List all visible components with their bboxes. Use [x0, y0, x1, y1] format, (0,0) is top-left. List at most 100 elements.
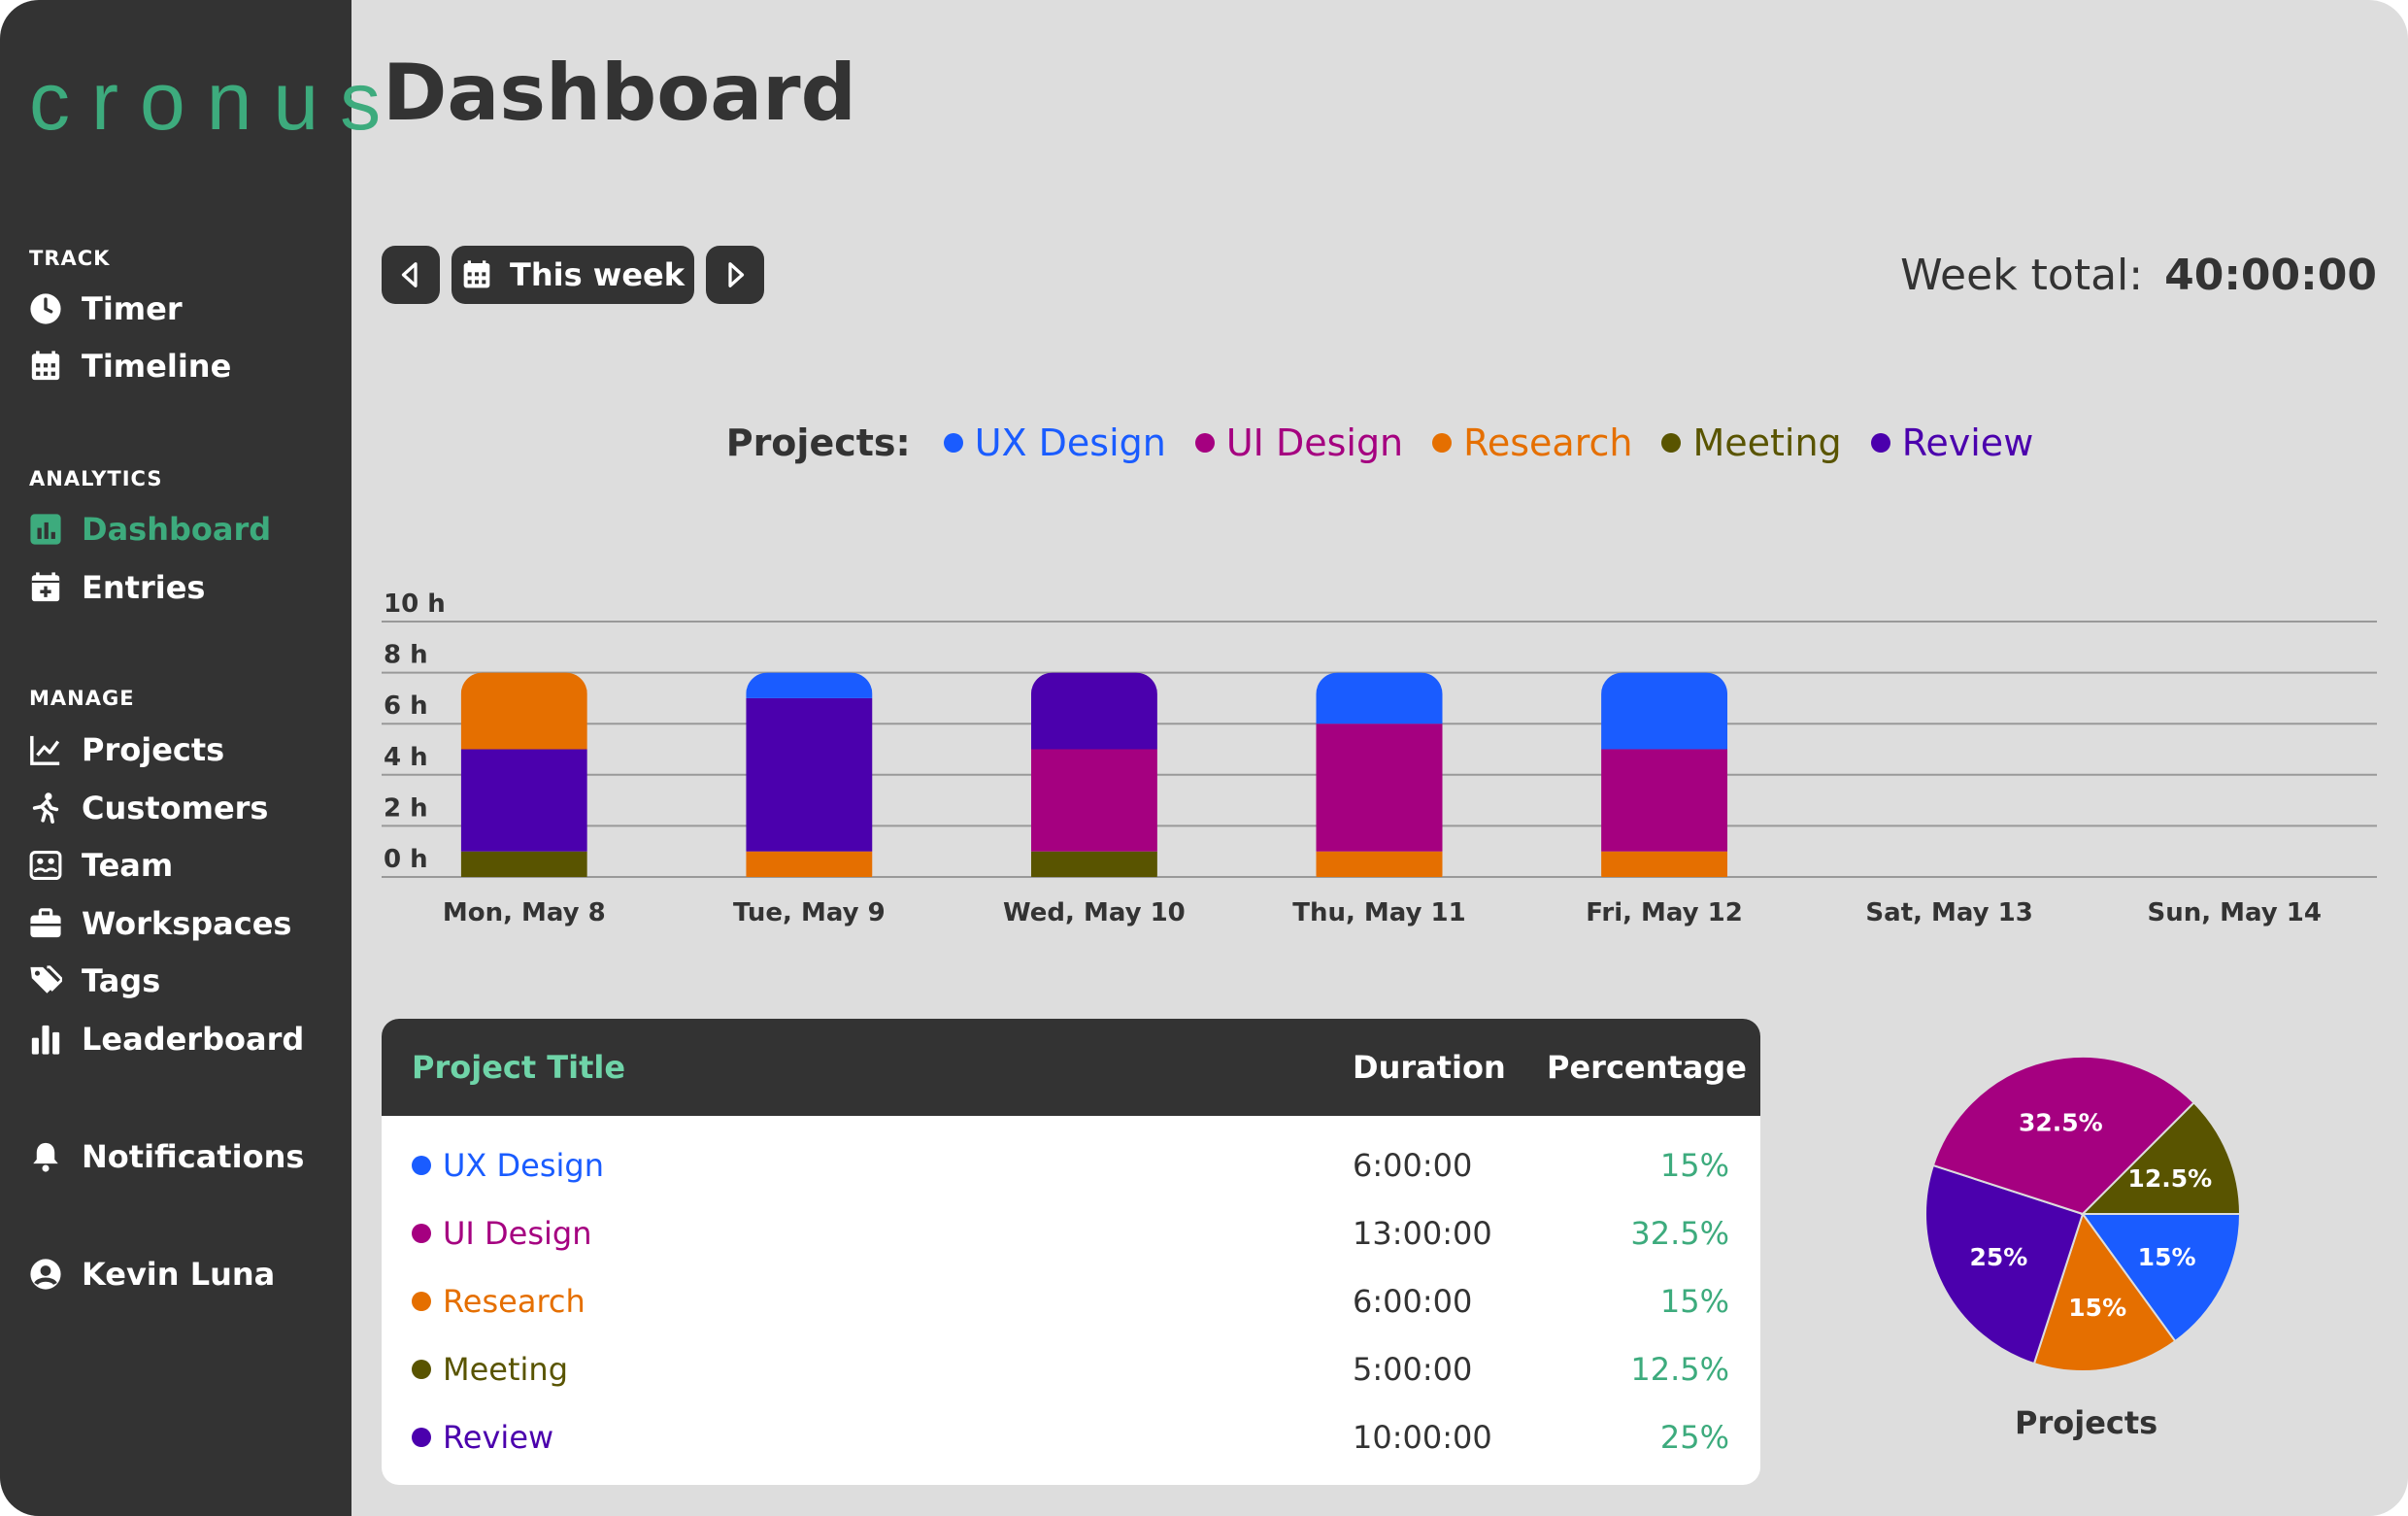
project-cell: Meeting	[382, 1351, 1353, 1388]
sidebar-item-projects[interactable]: Projects	[29, 728, 330, 771]
calendar-icon	[463, 260, 490, 288]
percentage-cell: 32.5%	[1630, 1215, 1729, 1252]
sidebar-item-label: Team	[82, 847, 174, 884]
x-tick-label: Thu, May 11	[1292, 898, 1465, 927]
table-row[interactable]: UI Design 13:00:00 32.5%	[382, 1199, 1760, 1267]
legend-text: Review	[1901, 421, 2034, 464]
pie-slice	[2032, 1211, 2177, 1372]
bar-segment	[460, 672, 587, 750]
week-picker-button[interactable]: This week	[452, 246, 694, 304]
legend-text: Meeting	[1692, 421, 1842, 464]
legend-text: UI Design	[1225, 421, 1404, 464]
prev-week-button[interactable]	[382, 246, 440, 304]
bar-segment	[1316, 672, 1443, 724]
legend-text: UX Design	[974, 421, 1166, 464]
table-body: UX Design 6:00:00 15% UI Design 13:00:00…	[382, 1116, 1760, 1471]
project-cell: Review	[382, 1419, 1353, 1456]
project-name: Research	[443, 1283, 585, 1320]
bar-segment	[746, 697, 873, 852]
stacked-bar-chart: 0 h 2 h 4 h 6 h 8 h 10 h Mon, May 8 Tue, May 9 W…	[382, 590, 2377, 927]
project-dot	[412, 1224, 431, 1243]
table-row[interactable]: Research 6:00:00 15%	[382, 1267, 1760, 1335]
team-icon	[29, 849, 62, 882]
table-header: Project Title Duration Percentage	[382, 1019, 1760, 1116]
pie-slice-label: 32.5%	[2019, 1108, 2103, 1136]
bell-icon	[29, 1140, 62, 1173]
col-project-title[interactable]: Project Title	[412, 1049, 626, 1086]
week-total: Week total: 40:00:00	[1900, 245, 2377, 305]
week-total-label: Week total:	[1900, 250, 2144, 300]
logo[interactable]: cronus	[29, 55, 403, 147]
percentage-cell: 12.5%	[1630, 1351, 1729, 1388]
project-dot	[412, 1428, 431, 1447]
col-percentage[interactable]: Percentage	[1547, 1049, 1747, 1086]
bar-segment	[1316, 724, 1443, 852]
user-circle-icon	[29, 1258, 62, 1291]
next-week-button[interactable]	[706, 246, 764, 304]
week-total-value: 40:00:00	[2164, 250, 2377, 300]
sidebar-item-tags[interactable]: Tags	[29, 960, 330, 1002]
project-name: UI Design	[443, 1215, 592, 1252]
y-tick-label: 2 h	[384, 793, 428, 823]
x-tick-label: Tue, May 9	[733, 898, 886, 927]
sidebar-item-label: Workspaces	[82, 905, 292, 942]
chart-area: 0 h 2 h 4 h 6 h 8 h 10 h Mon, May 8 Tue, May 9 W…	[382, 590, 2377, 927]
caret-left-icon	[401, 262, 418, 287]
user-name: Kevin Luna	[82, 1256, 276, 1293]
legend-item-review[interactable]: Review	[1870, 421, 2034, 464]
sidebar-item-label: Customers	[82, 790, 269, 826]
pie-chart: 15% 15% 25% 32.5% 12.5%	[1924, 1056, 2242, 1372]
pie-slice-label: 12.5%	[2127, 1164, 2212, 1193]
sidebar-item-timer[interactable]: Timer	[29, 287, 330, 330]
bar-stack	[1030, 672, 1157, 877]
legend-item-research[interactable]: Research	[1432, 421, 1632, 464]
col-duration[interactable]: Duration	[1353, 1049, 1506, 1086]
project-cell: UX Design	[382, 1147, 1353, 1184]
legend-dot	[1432, 433, 1453, 453]
calendar-grid-icon	[29, 350, 62, 383]
bar-stack	[460, 672, 587, 877]
sidebar-item-dashboard[interactable]: Dashboard	[29, 508, 330, 551]
project-name: Meeting	[443, 1351, 569, 1388]
x-tick-label: Mon, May 8	[443, 898, 606, 927]
section-analytics: ANALYTICS	[29, 467, 163, 490]
sidebar-item-user[interactable]: Kevin Luna	[29, 1253, 330, 1296]
sidebar-item-label: Dashboard	[82, 511, 272, 548]
table-row[interactable]: UX Design 6:00:00 15%	[382, 1131, 1760, 1199]
project-table: Project Title Duration Percentage UX Des…	[382, 1019, 1760, 1485]
sidebar-item-notifications[interactable]: Notifications	[29, 1135, 330, 1178]
legend-text: Research	[1463, 421, 1633, 464]
week-navigator: This week	[382, 246, 764, 304]
sidebar-item-entries[interactable]: Entries	[29, 566, 330, 609]
duration-cell: 6:00:00	[1353, 1147, 1473, 1184]
legend-item-ux-design[interactable]: UX Design	[943, 421, 1166, 464]
bar-stack	[746, 672, 873, 877]
bar-segment	[1030, 851, 1157, 877]
y-tick-label: 10 h	[384, 590, 446, 619]
sidebar-item-label: Leaderboard	[82, 1021, 305, 1058]
sidebar-item-customers[interactable]: Customers	[29, 787, 330, 829]
pie-slice	[1924, 1163, 2085, 1365]
duration-cell: 13:00:00	[1353, 1215, 1492, 1252]
table-row[interactable]: Meeting 5:00:00 12.5%	[382, 1335, 1760, 1403]
leaderboard-icon	[29, 1023, 62, 1056]
bar-chart-icon	[29, 513, 62, 546]
legend-item-meeting[interactable]: Meeting	[1661, 421, 1842, 464]
sidebar-item-workspaces[interactable]: Workspaces	[29, 902, 330, 945]
bar-segment	[1601, 749, 1728, 852]
sidebar-item-team[interactable]: Team	[29, 844, 330, 887]
week-label: This week	[509, 256, 685, 293]
table-row[interactable]: Review 10:00:00 25%	[382, 1403, 1760, 1471]
sidebar-item-timeline[interactable]: Timeline	[29, 345, 330, 387]
caret-right-icon	[728, 262, 745, 287]
section-track: TRACK	[29, 247, 111, 270]
y-tick-label: 8 h	[384, 641, 428, 670]
percentage-cell: 15%	[1659, 1147, 1729, 1184]
y-tick-label: 4 h	[384, 743, 428, 772]
person-walking-icon	[29, 792, 62, 825]
pie-slice-label: 15%	[2138, 1243, 2196, 1271]
sidebar-item-leaderboard[interactable]: Leaderboard	[29, 1018, 330, 1061]
sidebar-item-label: Entries	[82, 569, 206, 606]
legend-item-ui-design[interactable]: UI Design	[1194, 421, 1404, 464]
